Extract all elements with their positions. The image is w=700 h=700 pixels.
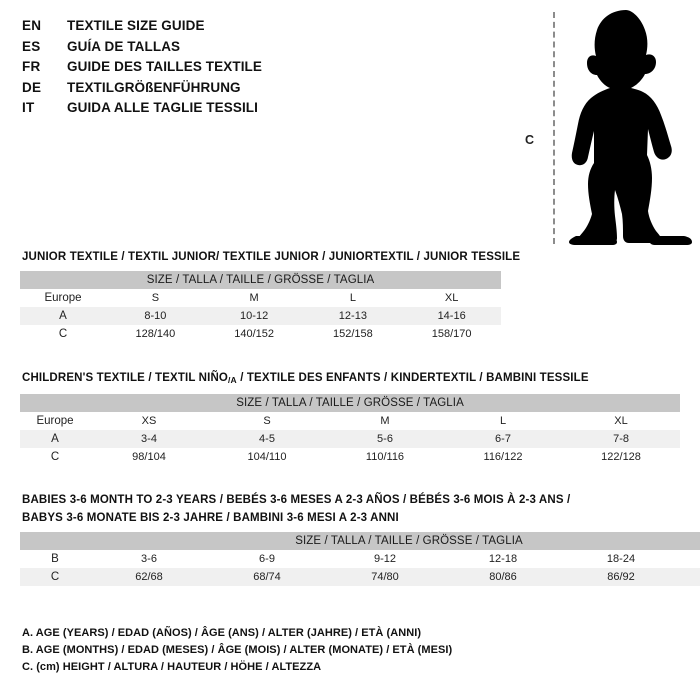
measurement-legend: A. AGE (YEARS) / EDAD (AÑOS) / ÂGE (ANS)… xyxy=(22,625,682,676)
children-europe-xs: XS xyxy=(90,412,208,430)
babies-b-1: 3-6 xyxy=(90,550,208,568)
children-a-xl: 7-8 xyxy=(562,430,681,448)
children-europe-xl: XL xyxy=(562,412,681,430)
dashed-measure-line xyxy=(553,12,555,244)
babies-c-3: 74/80 xyxy=(326,568,444,586)
junior-a-xl: 14-16 xyxy=(402,307,502,325)
children-a-l: 6-7 xyxy=(444,430,562,448)
babies-b-4: 12-18 xyxy=(444,550,562,568)
section-junior-textile: JUNIOR TEXTILE / TEXTIL JUNIOR/ TEXTILE … xyxy=(20,249,680,343)
junior-europe-xl: XL xyxy=(402,289,502,307)
children-row-label-a: A xyxy=(20,430,90,448)
language-title-fr: GUIDE DES TAILLES TEXTILE xyxy=(67,59,263,74)
language-title-es: GUÍA DE TALLAS xyxy=(67,38,181,54)
language-row-it: IT GUIDA ALLE TAGLIE TESSILI xyxy=(22,100,352,121)
babies-b-5: 18-24 xyxy=(562,550,680,568)
children-europe-s: S xyxy=(208,412,326,430)
children-c-m: 110/116 xyxy=(326,448,444,466)
children-europe-l: L xyxy=(444,412,562,430)
language-title-en: TEXTILE SIZE GUIDE xyxy=(67,18,205,33)
children-europe-m: M xyxy=(326,412,444,430)
children-c-xs: 98/104 xyxy=(90,448,208,466)
junior-table-bar-row: SIZE / TALLA / TAILLE / GRÖSSE / TAGLIA xyxy=(20,271,502,289)
junior-row-label-c: C xyxy=(20,325,106,343)
junior-c-m: 140/152 xyxy=(204,325,304,343)
junior-size-bar-label: SIZE / TALLA / TAILLE / GRÖSSE / TAGLIA xyxy=(20,271,502,289)
junior-size-table: SIZE / TALLA / TAILLE / GRÖSSE / TAGLIA … xyxy=(20,271,502,343)
measure-label-c: C xyxy=(525,133,535,147)
legend-line-b: B. AGE (MONTHS) / EDAD (MESES) / ÂGE (MO… xyxy=(22,644,453,656)
table-row: Europe S M L XL xyxy=(20,289,502,307)
language-title-list: EN TEXTILE SIZE GUIDE ES GUÍA DE TALLAS … xyxy=(22,18,352,121)
children-row-label-c: C xyxy=(20,448,90,466)
junior-row-label-europe: Europe xyxy=(20,289,106,307)
table-row: Europe XS S M L XL xyxy=(20,412,681,430)
babies-c-5: 86/92 xyxy=(562,568,680,586)
babies-row-label-b: B xyxy=(20,550,90,568)
language-title-de: TEXTILGRÖßENFÜHRUNG xyxy=(67,79,241,95)
junior-europe-s: S xyxy=(106,289,205,307)
babies-size-table: SIZE / TALLA / TAILLE / GRÖSSE / TAGLIA … xyxy=(20,532,700,586)
junior-c-s: 128/140 xyxy=(106,325,205,343)
language-row-en: EN TEXTILE SIZE GUIDE xyxy=(22,18,352,39)
language-code-es: ES xyxy=(22,38,41,54)
babies-size-bar-label: SIZE / TALLA / TAILLE / GRÖSSE / TAGLIA xyxy=(20,532,700,550)
section-heading-children: CHILDREN'S TEXTILE / TEXTIL NIÑO/A / TEX… xyxy=(22,370,680,388)
babies-c-6: 92/98 xyxy=(680,568,700,586)
junior-a-s: 8-10 xyxy=(106,307,205,325)
language-code-it: IT xyxy=(22,100,35,115)
legend-line-c: C. (cm) HEIGHT / ALTURA / HAUTEUR / HÖHE… xyxy=(22,661,322,673)
section-heading-children-sub: /A xyxy=(228,375,237,385)
height-measure-figure: C xyxy=(515,8,695,246)
babies-row-label-c: C xyxy=(20,568,90,586)
babies-c-2: 68/74 xyxy=(208,568,326,586)
section-babies-textile: BABIES 3-6 MONTH TO 2-3 YEARS / BEBÉS 3-… xyxy=(20,492,700,586)
language-title-it: GUIDA ALLE TAGLIE TESSILI xyxy=(67,100,258,115)
section-heading-children-post: / TEXTILE DES ENFANTS / KINDERTEXTIL / B… xyxy=(236,372,589,384)
children-c-s: 104/110 xyxy=(208,448,326,466)
children-a-m: 5-6 xyxy=(326,430,444,448)
table-row: B 3-6 6-9 9-12 12-18 18-24 24-36 xyxy=(20,550,700,568)
junior-row-label-a: A xyxy=(20,307,106,325)
table-row: C 98/104 104/110 110/116 116/122 122/128 xyxy=(20,448,681,466)
section-heading-babies-line1: BABIES 3-6 MONTH TO 2-3 YEARS / BEBÉS 3-… xyxy=(22,494,571,506)
language-row-de: DE TEXTILGRÖßENFÜHRUNG xyxy=(22,80,352,101)
section-heading-children-pre: CHILDREN'S TEXTILE / TEXTIL NIÑO xyxy=(22,372,229,384)
children-a-xs: 3-4 xyxy=(90,430,208,448)
junior-a-l: 12-13 xyxy=(303,307,403,325)
junior-europe-l: L xyxy=(303,289,403,307)
junior-europe-m: M xyxy=(204,289,304,307)
language-row-fr: FR GUIDE DES TAILLES TEXTILE xyxy=(22,59,352,80)
children-row-label-europe: Europe xyxy=(20,412,90,430)
language-code-en: EN xyxy=(22,18,42,33)
children-a-s: 4-5 xyxy=(208,430,326,448)
children-size-bar-label: SIZE / TALLA / TAILLE / GRÖSSE / TAGLIA xyxy=(20,394,681,412)
table-row: A 3-4 4-5 5-6 6-7 7-8 xyxy=(20,430,681,448)
babies-b-3: 9-12 xyxy=(326,550,444,568)
section-heading-babies-line2: BABYS 3-6 MONATE BIS 2-3 JAHRE / BAMBINI… xyxy=(22,512,399,524)
section-heading-junior: JUNIOR TEXTILE / TEXTIL JUNIOR/ TEXTILE … xyxy=(22,251,521,263)
table-row: A 8-10 10-12 12-13 14-16 xyxy=(20,307,502,325)
table-row: C 62/68 68/74 74/80 80/86 86/92 92/98 xyxy=(20,568,700,586)
babies-table-bar-row: SIZE / TALLA / TAILLE / GRÖSSE / TAGLIA xyxy=(20,532,700,550)
junior-c-l: 152/158 xyxy=(303,325,403,343)
junior-c-xl: 158/170 xyxy=(402,325,502,343)
language-row-es: ES GUÍA DE TALLAS xyxy=(22,39,352,60)
section-childrens-textile: CHILDREN'S TEXTILE / TEXTIL NIÑO/A / TEX… xyxy=(20,370,681,466)
babies-c-1: 62/68 xyxy=(90,568,208,586)
child-silhouette-icon xyxy=(569,10,692,245)
children-table-bar-row: SIZE / TALLA / TAILLE / GRÖSSE / TAGLIA xyxy=(20,394,681,412)
junior-a-m: 10-12 xyxy=(204,307,304,325)
legend-line-a: A. AGE (YEARS) / EDAD (AÑOS) / ÂGE (ANS)… xyxy=(22,627,422,639)
babies-b-6: 24-36 xyxy=(680,550,700,568)
babies-c-4: 80/86 xyxy=(444,568,562,586)
children-c-l: 116/122 xyxy=(444,448,562,466)
babies-b-2: 6-9 xyxy=(208,550,326,568)
language-code-fr: FR xyxy=(22,59,41,74)
children-c-xl: 122/128 xyxy=(562,448,681,466)
children-size-table: SIZE / TALLA / TAILLE / GRÖSSE / TAGLIA … xyxy=(20,394,681,466)
language-code-de: DE xyxy=(22,79,42,95)
table-row: C 128/140 140/152 152/158 158/170 xyxy=(20,325,502,343)
